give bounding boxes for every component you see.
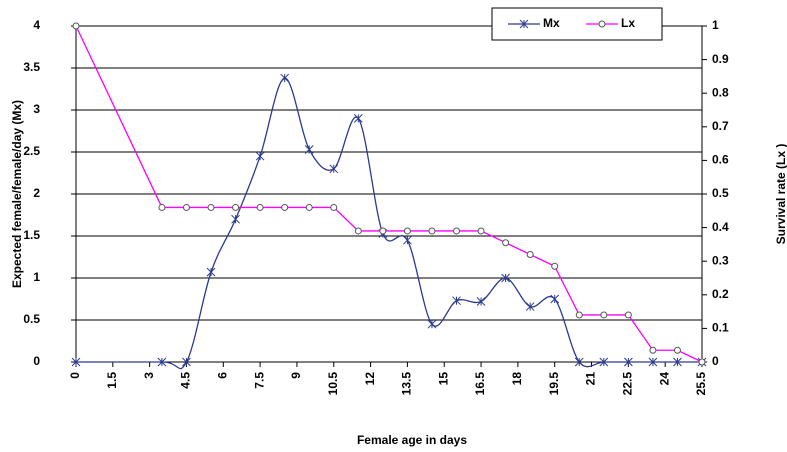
marker (698, 358, 706, 366)
marker (452, 296, 461, 306)
legend-marker (519, 19, 529, 29)
series-line (75, 25, 703, 363)
marker (231, 214, 240, 224)
marker (453, 227, 461, 235)
marker (330, 203, 338, 211)
y-tick-label: 2.5 (23, 144, 40, 158)
marker (501, 273, 510, 283)
y-axis-title: Expected female/female/day (Mx) (10, 100, 24, 288)
marker (305, 203, 313, 211)
x-tick-label: 22.5 (621, 372, 635, 396)
y2-tick-label: 0.3 (712, 253, 729, 267)
marker (599, 357, 609, 367)
x-tick-label: 19.5 (547, 372, 561, 396)
marker (624, 311, 632, 319)
legend-marker (598, 20, 606, 28)
x-tick-label: 21 (584, 372, 598, 386)
marker (280, 73, 290, 83)
marker (206, 267, 216, 277)
marker (71, 357, 81, 367)
y2-tick-label: 1 (712, 18, 719, 32)
legend-label: Lx (621, 16, 635, 30)
marker (525, 302, 535, 311)
marker (575, 311, 583, 319)
x-tick-label: 1.5 (105, 372, 119, 389)
marker (502, 239, 510, 247)
x-tick-label: 15 (436, 372, 450, 386)
x-tick-label: 7.5 (252, 372, 266, 389)
x-tick-label: 12 (363, 372, 377, 386)
marker (648, 357, 658, 367)
marker (574, 357, 584, 367)
marker (281, 203, 289, 211)
y2-tick-label: 0.7 (712, 119, 729, 133)
marker (256, 203, 264, 211)
marker (72, 22, 80, 30)
legend-label: Mx (543, 16, 560, 30)
marker (329, 164, 339, 174)
marker (403, 227, 411, 235)
y2-tick-label: 0 (712, 354, 719, 368)
marker (403, 235, 412, 245)
x-tick-label: 0 (68, 372, 82, 379)
marker (550, 294, 560, 304)
y2-tick-label: 0.1 (712, 321, 729, 335)
marker (232, 203, 240, 211)
marker (157, 357, 167, 367)
marker (379, 227, 387, 235)
y2-tick-label: 0.5 (712, 186, 729, 200)
x-tick-label: 18 (510, 372, 524, 386)
marker (354, 227, 362, 235)
marker (476, 297, 486, 306)
x-tick-label: 6 (215, 372, 229, 379)
marker (673, 346, 681, 354)
marker (304, 145, 314, 154)
legend: Mx Lx (491, 7, 663, 41)
y-tick-label: 1 (33, 270, 40, 284)
marker (353, 114, 363, 123)
y2-tick-label: 0.9 (712, 52, 729, 66)
y-tick-label: 3 (33, 102, 40, 116)
marker (255, 151, 265, 161)
x-tick-label: 3 (142, 372, 156, 379)
marker (158, 203, 166, 211)
marker (207, 203, 215, 211)
x-tick-label: 9 (289, 372, 303, 379)
marker (649, 346, 657, 354)
marker (600, 311, 608, 319)
x-tick-label: 4.5 (179, 372, 193, 389)
marker (428, 227, 436, 235)
y2-axis-title: Survival rate (Lx ) (774, 144, 787, 245)
marker (182, 203, 190, 211)
y2-tick-label: 0.6 (712, 153, 729, 167)
y-tick-label: 1.5 (23, 228, 40, 242)
x-tick-label: 24 (657, 372, 671, 386)
y2-tick-label: 0.4 (712, 220, 729, 234)
marker (182, 357, 191, 367)
y-tick-label: 2 (33, 186, 40, 200)
x-tick-label: 25.5 (694, 372, 708, 396)
marker (551, 262, 559, 270)
marker (477, 227, 485, 235)
y-tick-label: 4 (33, 18, 40, 32)
y2-tick-label: 0.2 (712, 287, 729, 301)
series-line (75, 77, 702, 370)
y-tick-label: 0.5 (23, 312, 40, 326)
x-tick-label: 10.5 (326, 372, 340, 396)
y-tick-label: 3.5 (23, 60, 40, 74)
y2-tick-label: 0.8 (712, 85, 729, 99)
x-tick-label: 16.5 (473, 372, 487, 396)
marker (673, 357, 682, 367)
x-tick-label: 13.5 (400, 372, 414, 396)
marker (526, 250, 534, 258)
marker (623, 357, 633, 367)
y-tick-label: 0 (33, 354, 40, 368)
marker (427, 319, 437, 329)
x-axis-title: Female age in days (357, 433, 467, 447)
